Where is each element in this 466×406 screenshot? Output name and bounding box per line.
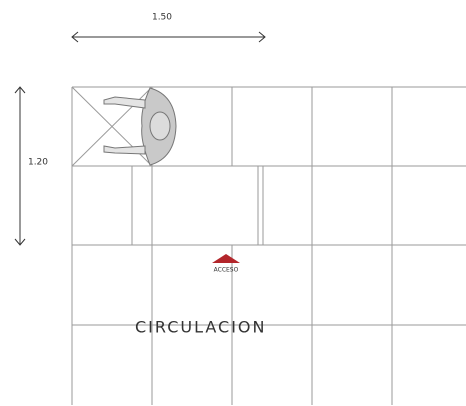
height-label: 1.20 xyxy=(28,158,48,168)
access-arrow xyxy=(212,254,240,263)
height-dimension xyxy=(14,86,26,246)
width-label: 1.50 xyxy=(152,13,172,23)
grid xyxy=(71,86,466,405)
circulation-label: CIRCULACION xyxy=(135,318,267,337)
person-figure xyxy=(103,87,177,166)
width-dimension xyxy=(71,31,266,43)
access-label: ACCESO xyxy=(214,267,239,274)
